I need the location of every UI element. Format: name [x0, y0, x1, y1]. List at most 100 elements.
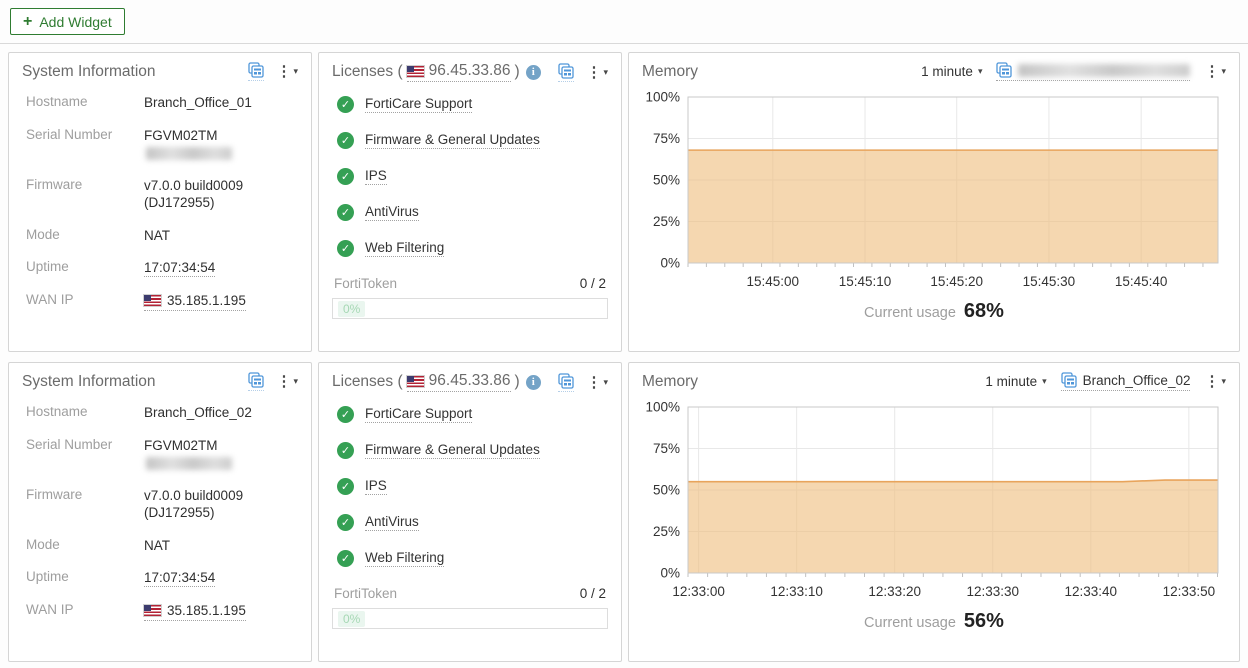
chevron-down-icon: ▾: [603, 66, 608, 77]
svg-text:12:33:30: 12:33:30: [966, 584, 1019, 599]
license-item: ✓ IPS: [337, 478, 606, 495]
redacted-serial-blur: [146, 147, 232, 161]
svg-text:12:33:40: 12:33:40: [1065, 584, 1118, 599]
field-label: WAN IP: [26, 291, 74, 307]
svg-text:0%: 0%: [660, 256, 680, 271]
license-item: ✓ Web Filtering: [337, 240, 606, 257]
field-label: Serial Number: [26, 126, 113, 142]
check-circle-icon: ✓: [337, 442, 354, 459]
widget-menu-button[interactable]: ⋮ ▾: [1204, 64, 1226, 79]
kebab-icon: ⋮: [586, 373, 602, 391]
chevron-down-icon: ▾: [1221, 66, 1226, 76]
license-item: ✓ Firmware & General Updates: [337, 442, 606, 459]
svg-text:12:33:00: 12:33:00: [672, 584, 725, 599]
svg-text:75%: 75%: [653, 131, 680, 146]
kebab-icon: ⋮: [276, 373, 292, 390]
field-label: Mode: [26, 536, 60, 552]
us-flag-icon: [143, 604, 162, 618]
check-circle-icon: ✓: [337, 204, 354, 221]
svg-text:15:45:00: 15:45:00: [747, 274, 800, 289]
svg-text:100%: 100%: [645, 91, 680, 105]
fortitoken-progress-bar: 0%: [332, 298, 608, 319]
check-circle-icon: ✓: [337, 240, 354, 257]
dashboard-grid: System Information ⋮ ▾ Hostname Branch_Of…: [0, 44, 1248, 668]
firmware-value: v7.0.0 build0009 (DJ172955): [144, 177, 244, 211]
system-information-widget-2: System Information ⋮ ▾ Hostname Branch_Of…: [8, 362, 312, 662]
check-circle-icon: ✓: [337, 132, 354, 149]
license-item: ✓ FortiCare Support: [337, 406, 606, 423]
uptime-value: 17:07:34:54: [144, 260, 216, 278]
current-usage-value: 68%: [963, 300, 1004, 322]
chevron-down-icon: ▾: [603, 376, 608, 387]
license-item: ✓ AntiVirus: [337, 514, 606, 531]
fortitoken-count: 0 / 2: [579, 276, 606, 291]
svg-text:0%: 0%: [660, 566, 680, 581]
widget-menu-button[interactable]: ⋮ ▾: [1204, 374, 1226, 389]
wan-ip-value[interactable]: 35.185.1.195: [143, 292, 294, 312]
current-usage-caption: Current usage 56%: [864, 610, 1004, 632]
redacted-serial-blur: [146, 457, 232, 471]
memory-widget-2: Memory 1 minute ▾ Branch_Office_02 ⋮ ▾ 0% 2…: [628, 362, 1240, 662]
wan-ip-value[interactable]: 35.185.1.195: [143, 602, 294, 622]
svg-text:15:45:10: 15:45:10: [839, 274, 892, 289]
license-item: ✓ Web Filtering: [337, 550, 606, 567]
svg-text:25%: 25%: [653, 214, 680, 229]
svg-text:100%: 100%: [645, 401, 680, 415]
svg-text:15:45:30: 15:45:30: [1023, 274, 1076, 289]
check-circle-icon: ✓: [337, 96, 354, 113]
info-icon[interactable]: i: [525, 374, 541, 390]
serial-number-value: FGVM02TM: [144, 127, 294, 162]
widget-menu-button[interactable]: ⋮ ▾: [586, 65, 608, 80]
memory-widget-1: Memory 1 minute ▾ ⋮ ▾ 0% 25% 50% 75% 100% 15:45…: [628, 52, 1240, 352]
add-widget-label: Add Widget: [39, 13, 112, 30]
multi-pane-icon[interactable]: [248, 62, 265, 81]
multi-pane-icon[interactable]: [558, 62, 575, 82]
check-circle-icon: ✓: [337, 514, 354, 531]
add-widget-button[interactable]: + Add Widget: [10, 8, 125, 35]
us-flag-icon: [143, 294, 162, 308]
field-label: Serial Number: [26, 436, 113, 452]
svg-text:75%: 75%: [653, 441, 680, 456]
field-label: Mode: [26, 226, 60, 242]
us-flag-icon: [405, 64, 425, 78]
widget-menu-button[interactable]: ⋮ ▾: [586, 375, 608, 390]
redacted-device-name-blur: [1018, 63, 1191, 77]
svg-text:50%: 50%: [653, 483, 680, 498]
check-circle-icon: ✓: [337, 168, 354, 185]
chevron-down-icon: ▾: [293, 376, 298, 386]
multi-pane-icon[interactable]: [558, 372, 575, 392]
license-item: ✓ FortiCare Support: [337, 96, 606, 113]
multi-pane-icon[interactable]: [248, 372, 265, 391]
field-label: Uptime: [26, 569, 69, 585]
fortitoken-count: 0 / 2: [579, 586, 606, 601]
toolbar: + Add Widget: [0, 0, 1248, 44]
widget-title: Memory: [642, 62, 698, 80]
hostname-value: Branch_Office_01: [144, 95, 252, 110]
device-selector[interactable]: Branch_Office_02: [1060, 372, 1191, 391]
chevron-down-icon: ▾: [1221, 376, 1226, 386]
widget-title: Licenses ( 96.45.33.86 ) i: [332, 372, 541, 392]
chevron-down-icon: ▾: [977, 66, 983, 76]
widget-menu-button[interactable]: ⋮ ▾: [276, 64, 298, 79]
device-selector[interactable]: [996, 62, 1191, 81]
field-label: Uptime: [26, 259, 69, 275]
widget-title: System Information: [22, 372, 156, 390]
widget-title: Memory: [642, 372, 698, 390]
svg-text:25%: 25%: [653, 524, 680, 539]
interval-dropdown[interactable]: 1 minute ▾: [921, 64, 983, 79]
system-information-widget-1: System Information ⋮ ▾ Hostname Branch_Of…: [8, 52, 312, 352]
svg-text:50%: 50%: [653, 173, 680, 188]
interval-dropdown[interactable]: 1 minute ▾: [985, 374, 1047, 389]
fortitoken-percent: 0%: [338, 611, 366, 627]
check-circle-icon: ✓: [337, 406, 354, 423]
firmware-value: v7.0.0 build0009 (DJ172955): [144, 487, 244, 521]
svg-text:12:33:10: 12:33:10: [770, 584, 823, 599]
license-item: ✓ Firmware & General Updates: [337, 132, 606, 149]
widget-menu-button[interactable]: ⋮ ▾: [276, 374, 298, 389]
check-circle-icon: ✓: [337, 478, 354, 495]
serial-number-value: FGVM02TM: [144, 437, 294, 472]
info-icon[interactable]: i: [525, 64, 541, 80]
svg-text:12:33:50: 12:33:50: [1163, 584, 1216, 599]
widget-title: Licenses ( 96.45.33.86 ) i: [332, 62, 541, 82]
memory-usage-chart: 0% 25% 50% 75% 100% 12:33:00 12:33:10 12:33:20 1…: [645, 401, 1219, 599]
